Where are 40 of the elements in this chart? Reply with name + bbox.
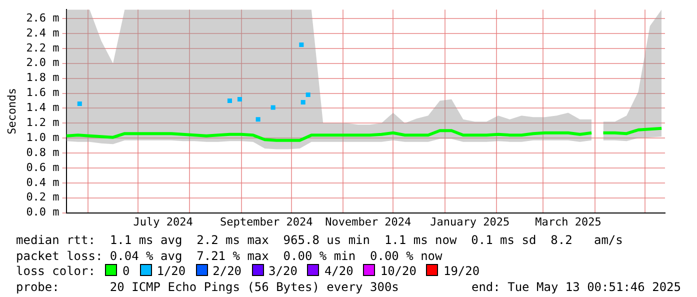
x-tick-label: January 2025 bbox=[430, 215, 510, 228]
point bbox=[256, 117, 260, 122]
y-tick-label: 1.2 m bbox=[26, 116, 60, 130]
point bbox=[270, 105, 276, 110]
point bbox=[300, 100, 306, 105]
point bbox=[227, 98, 232, 104]
legend-label: 0 bbox=[122, 264, 130, 278]
point bbox=[306, 92, 310, 98]
point bbox=[237, 96, 242, 102]
y-tick-label: 2.4 m bbox=[26, 26, 60, 40]
y-axis-title: Seconds bbox=[5, 88, 18, 134]
x-tick-label: March 2025 bbox=[535, 215, 602, 228]
y-tick-label: 1.4 m bbox=[26, 101, 60, 114]
point bbox=[77, 101, 82, 106]
text: median rtt: 1.1 ms avg 2.2 ms max 965.8 us min 1.1 ms now 0.1 ms sd 8.2 am/s bbox=[16, 233, 624, 248]
legend-label: 4/20 bbox=[324, 264, 354, 278]
y-tick-label: 0.0 m bbox=[26, 206, 60, 219]
y-tick-label: 0.8 m bbox=[26, 146, 60, 159]
x-tick-label: September 2024 bbox=[220, 215, 314, 228]
y-tick-label: 2.0 m bbox=[26, 56, 60, 70]
legend-label: 19/20 bbox=[443, 264, 480, 278]
legend-title: loss color: bbox=[16, 264, 96, 278]
y-tick-label: 1.0 m bbox=[26, 130, 60, 144]
y-tick-label: 1.6 m bbox=[26, 86, 60, 100]
y-tick-label: 2.6 m bbox=[26, 11, 60, 24]
legend-label: 2/20 bbox=[212, 264, 242, 278]
text: packet loss: 0.04 % avg 7.21 % max 0.00 % min 0.00 % now bbox=[16, 248, 444, 264]
point bbox=[299, 42, 304, 47]
text: probe: 20 ICMP Echo Pings (56 Bytes) every 300s bbox=[16, 280, 399, 294]
text: end: Tue May 13 00:51:46 2025 bbox=[471, 280, 681, 295]
legend-label: 3/20 bbox=[268, 264, 298, 278]
legend-label: 1/20 bbox=[156, 264, 186, 278]
y-tick-label: 2.2 m bbox=[26, 41, 60, 54]
y-tick-label: 1.8 m bbox=[26, 71, 60, 84]
legend-label: 10/20 bbox=[380, 264, 416, 278]
y-tick-label: 0.2 m bbox=[26, 190, 60, 204]
x-tick-label: November 2024 bbox=[325, 215, 412, 228]
x-tick-label: July 2024 bbox=[133, 215, 194, 228]
y-tick-label: 0.4 m bbox=[26, 176, 60, 189]
y-tick-label: 0.6 m bbox=[26, 160, 60, 174]
